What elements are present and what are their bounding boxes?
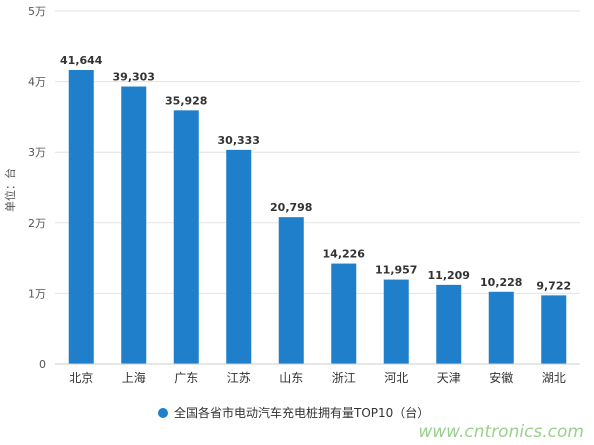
legend-marker bbox=[158, 408, 168, 418]
y-axis-ticks: 0 1万 2万 3万 4万 5万 bbox=[28, 5, 46, 371]
y-tick-label: 3万 bbox=[28, 146, 46, 159]
x-category-label: 山东 bbox=[279, 371, 303, 385]
x-category-label: 浙江 bbox=[332, 371, 356, 385]
x-category-label: 河北 bbox=[384, 371, 408, 385]
data-label: 39,303 bbox=[113, 71, 155, 84]
bars bbox=[68, 69, 567, 365]
bar[interactable] bbox=[278, 217, 304, 364]
data-label: 11,209 bbox=[428, 269, 470, 282]
data-label: 11,957 bbox=[375, 264, 417, 277]
legend[interactable]: 全国各省市电动汽车充电桩拥有量TOP10（台） bbox=[158, 405, 429, 420]
y-tick-label: 0 bbox=[39, 358, 46, 371]
x-category-label: 湖北 bbox=[542, 370, 566, 385]
data-label: 14,226 bbox=[323, 248, 366, 261]
bar[interactable] bbox=[488, 291, 514, 364]
x-category-label: 江苏 bbox=[227, 371, 251, 385]
y-tick-label: 5万 bbox=[28, 5, 46, 18]
x-category-label: 上海 bbox=[122, 370, 146, 385]
y-axis-label: 单位：台 bbox=[3, 168, 17, 212]
bar[interactable] bbox=[436, 284, 462, 364]
data-labels: 41,644 39,303 35,928 30,333 20,798 14,226 11,9… bbox=[60, 54, 571, 292]
x-category-label: 广东 bbox=[174, 371, 198, 385]
data-label: 9,722 bbox=[536, 279, 571, 292]
x-category-label: 天津 bbox=[437, 371, 461, 385]
y-tick-label: 1万 bbox=[28, 287, 46, 300]
bar[interactable] bbox=[68, 69, 94, 365]
bar[interactable] bbox=[541, 295, 567, 364]
y-tick-label: 4万 bbox=[28, 76, 46, 89]
bar[interactable] bbox=[173, 110, 199, 364]
x-axis-categories: 北京 上海 广东 江苏 山东 浙江 河北 天津 安徽 湖北 bbox=[69, 370, 566, 385]
bar[interactable] bbox=[226, 149, 252, 364]
data-label: 41,644 bbox=[60, 54, 103, 67]
bar[interactable] bbox=[121, 86, 147, 365]
bar[interactable] bbox=[331, 263, 357, 364]
x-category-label: 北京 bbox=[69, 371, 93, 385]
x-category-label: 安徽 bbox=[489, 370, 513, 385]
y-tick-label: 2万 bbox=[28, 217, 46, 230]
data-label: 10,228 bbox=[480, 276, 522, 289]
bar[interactable] bbox=[383, 279, 409, 364]
data-label: 30,333 bbox=[218, 134, 260, 147]
data-label: 20,798 bbox=[270, 201, 312, 214]
legend-label: 全国各省市电动汽车充电桩拥有量TOP10（台） bbox=[174, 405, 429, 420]
watermark: www.cntronics.com bbox=[418, 422, 584, 442]
data-label: 35,928 bbox=[165, 94, 207, 107]
